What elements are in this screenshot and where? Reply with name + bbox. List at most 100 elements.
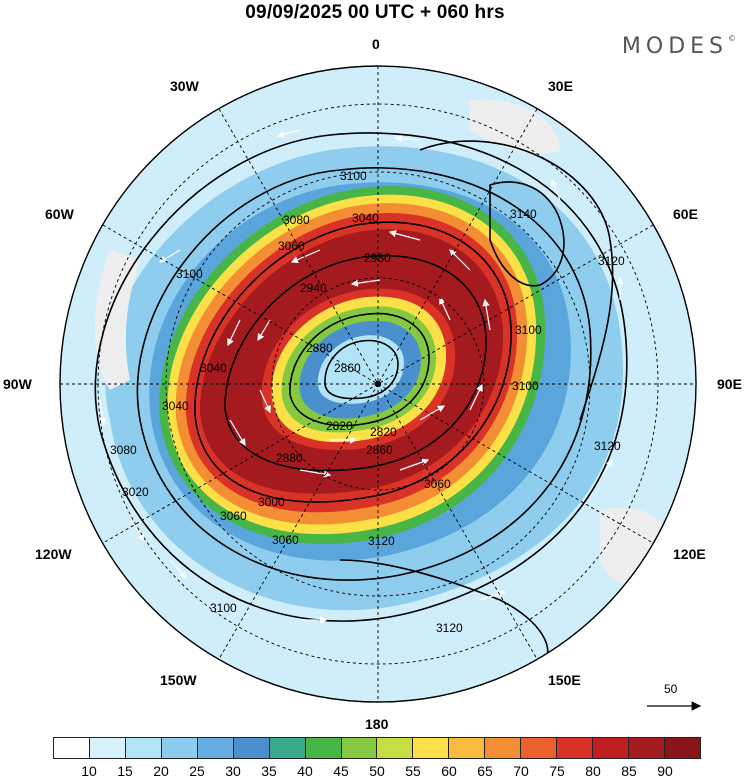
contour-label: 2860: [334, 361, 361, 375]
brand-mark: ©: [728, 34, 736, 43]
contour-label: 2880: [306, 341, 333, 355]
contour-label: 2980: [364, 251, 391, 265]
colorbar-tick-label: 75: [549, 763, 565, 779]
wind-arrow: [227, 319, 241, 347]
colorbar-swatch: [664, 738, 700, 758]
contour-line: [289, 312, 430, 427]
wind-arrow: [229, 419, 246, 447]
contour-label: 3120: [368, 534, 395, 548]
map-border: [59, 65, 697, 703]
contour-label: 2880: [276, 451, 303, 465]
contour-label: 3080: [283, 213, 310, 227]
wind-arrow: [469, 383, 483, 411]
wind-arrow: [482, 298, 491, 331]
colorbar-tick-label: 35: [261, 763, 277, 779]
colorbar-swatch: [377, 738, 414, 758]
wind-arrow: [129, 519, 145, 541]
wind-arrow: [290, 249, 321, 263]
colorbar-swatch: [557, 738, 594, 758]
contour-label: 3060: [220, 509, 247, 523]
meridian-line: [218, 108, 538, 660]
contour-label: 3000: [258, 495, 285, 509]
contour-label: 3100: [210, 601, 237, 615]
colorbar-tick-label: 50: [369, 763, 385, 779]
contour-line: [94, 132, 628, 622]
lon-label-30w: 30W: [170, 78, 199, 94]
contour-label: 3120: [594, 439, 621, 453]
jet-core-light: [317, 335, 404, 404]
contour-line-south: [339, 559, 549, 671]
wind-arrow: [257, 319, 271, 342]
colorbar-tick-label: 60: [441, 763, 457, 779]
lon-label-150w: 150W: [160, 672, 197, 688]
contour-label: 2860: [366, 443, 393, 457]
contour-label: 3060: [278, 239, 305, 253]
contour-label: 3120: [436, 621, 463, 635]
contour-label: 2940: [300, 281, 327, 295]
colorbar-swatch: [54, 738, 90, 758]
colorbar-swatch: [485, 738, 522, 758]
colorbar-tick-label: 80: [585, 763, 601, 779]
colorbar-tick-label: 45: [333, 763, 349, 779]
brand-text: MODES: [621, 34, 728, 59]
lon-label-150e: 150E: [548, 672, 581, 688]
wind-arrow: [439, 296, 451, 321]
colorbar-tick-label: 85: [621, 763, 637, 779]
wind-arrow: [158, 249, 181, 263]
contour-label: 2820: [326, 419, 353, 433]
wind-arrow: [550, 178, 561, 201]
colorbar-swatch: [269, 738, 306, 758]
meridian-line: [102, 224, 654, 544]
contour-label: 3100: [515, 323, 542, 337]
colorbar-swatch: [449, 738, 486, 758]
colorbar-ticks: 10 15 20 25 30 35 40 45 50 55 60 65 70 75 80 85 90: [53, 763, 701, 781]
colorbar-tick-label: 30: [225, 763, 241, 779]
colorbar-swatch: [413, 738, 450, 758]
land-patch: [470, 99, 560, 154]
wind-arrow: [394, 134, 421, 143]
pole-marker: [375, 381, 381, 387]
colorbar-tick-label: 40: [297, 763, 313, 779]
contour-label: 3020: [122, 485, 149, 499]
contour-label: 3100: [340, 169, 367, 183]
colorbar-tick-label: 25: [189, 763, 205, 779]
colorbar-tick-label: 70: [513, 763, 529, 779]
lon-label-0: 0: [372, 36, 380, 52]
wind-vectors: [99, 129, 624, 624]
contour-label: 3100: [176, 267, 203, 281]
lon-label-30e: 30E: [548, 78, 573, 94]
contour-label: 3040: [200, 361, 227, 375]
colorbar-swatch: [161, 738, 198, 758]
contour-label: 3060: [272, 533, 299, 547]
contour-label: 3080: [110, 443, 137, 457]
wind-arrow: [350, 279, 381, 287]
colorbar-swatch: [305, 738, 342, 758]
contour-label: 3100: [512, 379, 539, 393]
lon-label-90w: 90W: [3, 376, 32, 392]
wind-arrow: [299, 469, 332, 478]
colorbar-swatch: [593, 738, 629, 758]
wind-arrow: [169, 559, 187, 579]
lon-label-180: 180: [365, 716, 389, 732]
wind-arrow: [399, 458, 430, 471]
colorbar-swatch: [125, 738, 162, 758]
colorbar-tick-label: 65: [477, 763, 493, 779]
wind-arrow: [388, 230, 421, 241]
height-contours: [94, 132, 628, 671]
lon-label-120e: 120E: [673, 546, 706, 562]
contour-label-group: 3100 3140 3120 3080 3060 3040 2980 2940 …: [110, 169, 625, 635]
colorbar-tick-label: 15: [117, 763, 133, 779]
contour-label: 2820: [370, 425, 397, 439]
latitude-circle: [97, 103, 659, 665]
colorbar: [53, 737, 701, 759]
wind-reference-label: 50: [664, 682, 678, 696]
contour-label: 3040: [352, 211, 379, 225]
colorbar-tick-label: 20: [153, 763, 169, 779]
wind-arrow: [479, 590, 507, 601]
colorbar-swatch: [521, 738, 558, 758]
colorbar-swatch: [197, 738, 234, 758]
meridian-line: [102, 224, 654, 544]
colorbar-tick-label: 90: [657, 763, 673, 779]
colorbar-swatch: [629, 738, 665, 758]
brand-logo: MODES©: [622, 34, 736, 59]
